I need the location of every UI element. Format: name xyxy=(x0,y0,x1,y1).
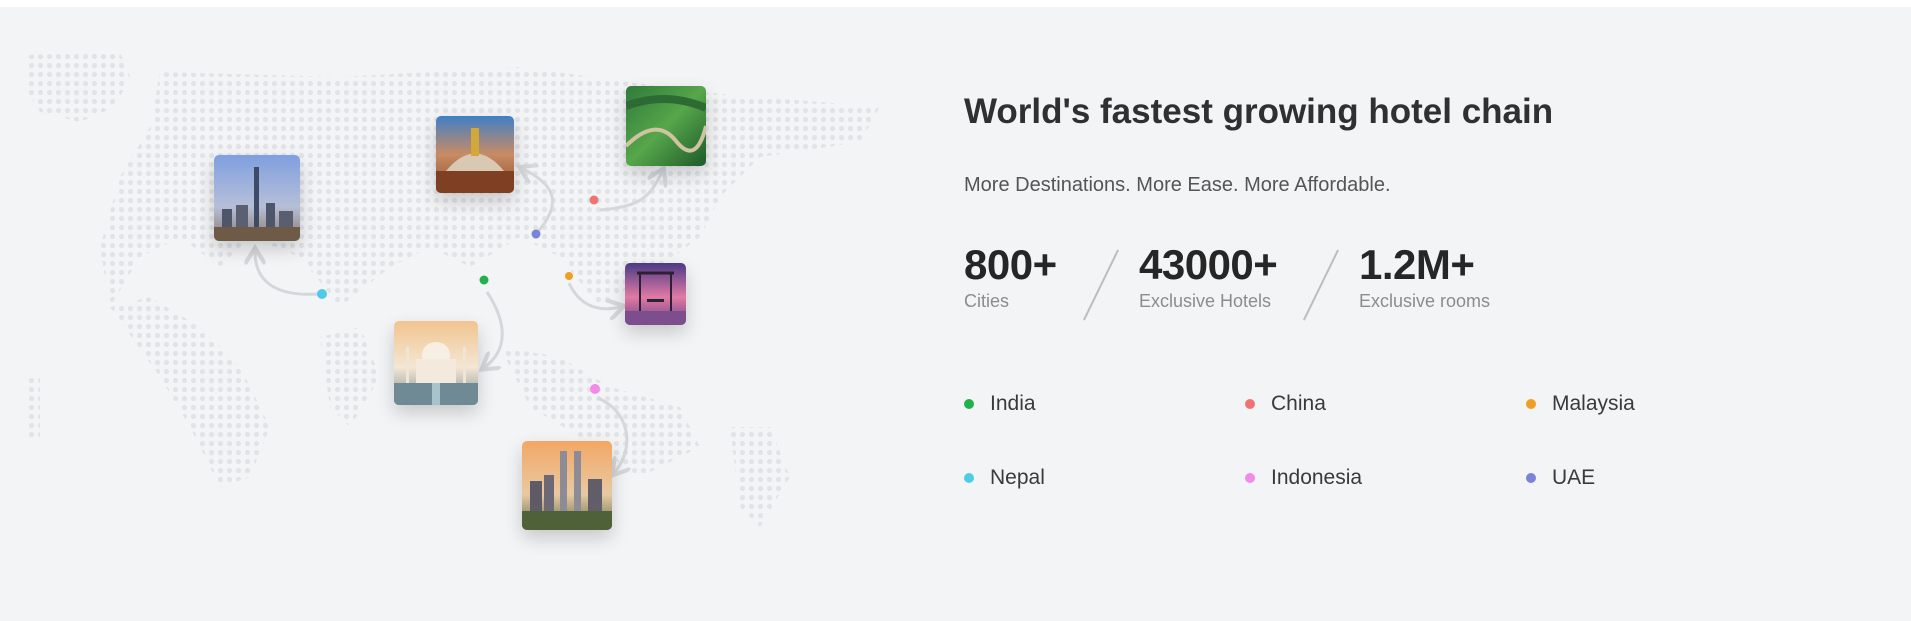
country-name: Nepal xyxy=(990,466,1045,489)
stat-label: Exclusive rooms xyxy=(1359,291,1491,311)
petronas-towers-photo xyxy=(522,441,612,530)
route-arrows xyxy=(255,169,662,472)
country-india: India xyxy=(964,392,1036,416)
country-malaysia: Malaysia xyxy=(1526,392,1635,416)
dubai-photo xyxy=(214,155,300,241)
stat-value: 800+ xyxy=(964,241,1057,288)
nepal-stupa-photo xyxy=(436,116,514,193)
location-dot-nepal xyxy=(317,289,327,299)
taj-mahal-photo xyxy=(394,321,478,405)
section-title: World's fastest growing hotel chain xyxy=(964,92,1554,131)
india-color-dot xyxy=(964,399,974,409)
stat-cities: 800+ Cities xyxy=(964,242,1057,314)
country-uae: UAE xyxy=(1526,466,1595,490)
country-china: China xyxy=(1245,392,1326,416)
indonesia-color-dot xyxy=(1245,473,1255,483)
stat-rooms: 1.2M+ Exclusive rooms xyxy=(1359,242,1490,314)
uae-color-dot xyxy=(1526,473,1536,483)
country-nepal: Nepal xyxy=(964,466,1045,490)
location-dot-malaysia xyxy=(565,272,573,280)
location-dot-india xyxy=(479,275,489,285)
location-dot-china xyxy=(589,195,599,205)
stat-label: Exclusive Hotels xyxy=(1139,291,1272,311)
nepal-color-dot xyxy=(964,473,974,483)
dotted-world-map xyxy=(25,52,880,527)
location-dot-indonesia xyxy=(590,384,600,394)
stat-label: Cities xyxy=(964,291,1010,311)
country-name: India xyxy=(990,392,1036,415)
china-color-dot xyxy=(1245,399,1255,409)
malaysia-color-dot xyxy=(1526,399,1536,409)
world-map-illustration xyxy=(0,7,890,621)
location-dot-uae xyxy=(531,229,541,239)
country-name: Indonesia xyxy=(1271,466,1363,489)
country-name: China xyxy=(1271,392,1326,415)
stat-hotels: 43000+ Exclusive Hotels xyxy=(1139,241,1278,314)
country-indonesia: Indonesia xyxy=(1245,466,1362,490)
stat-value: 43000+ xyxy=(1139,241,1278,288)
country-name: UAE xyxy=(1552,466,1596,489)
stat-value: 1.2M+ xyxy=(1359,241,1475,288)
section-subtitle: More Destinations. More Ease. More Affor… xyxy=(964,174,1391,196)
country-name: Malaysia xyxy=(1552,392,1635,415)
bali-swing-photo xyxy=(625,263,686,325)
great-wall-photo xyxy=(626,86,706,166)
